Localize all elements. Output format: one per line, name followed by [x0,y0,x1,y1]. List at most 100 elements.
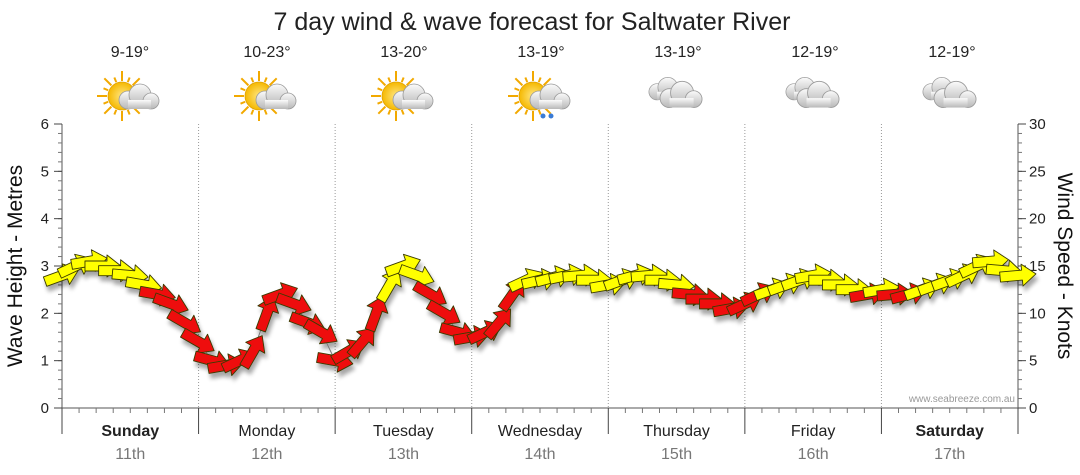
temperature-label: 12-19° [791,44,838,61]
sun-ray [103,100,109,105]
wind-arrow [302,318,338,345]
cloud-base [402,100,425,109]
sun-ray [514,87,520,92]
cloud-shape [255,83,297,110]
sun-ray [263,109,268,115]
left-tick-label: 3 [41,258,49,275]
wind-arrow [255,295,280,333]
wind-arrow [275,292,312,317]
temperature-label: 13-19° [654,44,701,61]
temperature-label: 10-23° [243,44,290,61]
sun-ray [250,109,255,115]
sun-ray [537,77,542,83]
rain-drop [540,113,546,119]
day-name: Monday [238,423,295,440]
sun-cloud-icon [97,71,160,121]
sun-ray [103,105,113,115]
cloud-icon [922,77,977,108]
cloud-shape [392,83,434,110]
sun-ray [387,109,392,115]
right-axis-ticks: 0 5 10 15 20 25 30 [1018,116,1046,417]
sun-ray [113,77,118,83]
left-tick-label: 6 [41,116,49,133]
chart-title: 7 day wind & wave forecast for Saltwater… [274,8,791,36]
left-tick-label: 2 [41,305,49,322]
day-date: 16th [798,446,829,463]
cloud-base [806,98,831,108]
sun-ray [103,87,109,92]
day-name: Wednesday [498,423,582,440]
right-tick-label: 25 [1029,163,1046,180]
right-tick-label: 0 [1029,400,1037,417]
watermark: www.seabreeze.com.au [908,394,1015,405]
sun-ray [131,77,141,87]
sun-ray [377,77,387,87]
sun-ray [514,77,524,87]
sun-ray [377,105,387,115]
day-date: 12th [251,446,282,463]
day-name: Friday [791,423,835,440]
sun-ray [542,77,552,87]
cloud-icon [648,77,703,108]
wind-arrow [346,327,375,360]
sun-cloud-icon [371,71,434,121]
cloud-shape [529,83,571,110]
day-labels: Sunday 11th Monday 12th Tuesday 13th Wednesday… [101,423,984,463]
day-name: Sunday [101,423,159,440]
sun-ray [514,100,520,105]
wind-arrow [999,263,1037,287]
temperature-label: 13-19° [517,44,564,61]
day-date: 17th [934,446,965,463]
day-date: 13th [388,446,419,463]
sun-ray [268,77,278,87]
right-axis-title: Wind Speed - Knots [1053,173,1076,360]
wind-arrow [425,299,461,326]
sun-ray [400,109,405,115]
wind-arrow [180,327,215,354]
right-tick-label: 10 [1029,305,1046,322]
right-tick-label: 20 [1029,211,1046,228]
sun-ray [126,77,131,83]
cloud-base [128,100,151,109]
cloud-shape [933,80,977,108]
left-tick-label: 0 [41,400,49,417]
cloud-shape [118,83,160,110]
day-date: 15th [661,446,692,463]
sun-ray [103,77,113,87]
sun-ray [263,77,268,83]
left-tick-label: 1 [41,353,49,370]
wind-arrows [42,249,1037,376]
cloud-base [943,98,968,108]
cloud-shape [659,80,703,108]
wind-arrow [364,295,389,333]
wind-arrow [375,268,402,304]
weather-row: 9-19° 10-23° 13-20° 13-19° 13-19° 12-19° 12-19… [97,44,977,121]
sun-ray [405,77,415,87]
wind-arrow [398,264,435,288]
left-tick-label: 4 [41,211,49,228]
day-name: Saturday [915,423,984,440]
day-date: 11th [115,446,145,463]
sun-ray [524,77,529,83]
sun-ray [240,100,246,105]
wind-arrow [483,308,512,341]
sun-cloud-rain-icon [508,71,571,121]
sun-ray [387,77,392,83]
day-date: 14th [524,446,555,463]
sun-ray [240,87,246,92]
sun-cloud-icon [234,71,297,121]
sun-ray [126,109,131,115]
right-tick-label: 30 [1029,116,1046,133]
cloud-icon [785,77,840,108]
sun-ray [113,109,118,115]
temperature-label: 12-19° [928,44,975,61]
sun-ray [250,77,255,83]
wind-arrow [239,335,266,370]
sun-ray [514,105,524,115]
sun-ray [377,87,383,92]
rain-drop [548,113,554,119]
temperature-label: 13-20° [380,44,427,61]
cloud-base [265,100,288,109]
left-tick-label: 5 [41,163,49,180]
